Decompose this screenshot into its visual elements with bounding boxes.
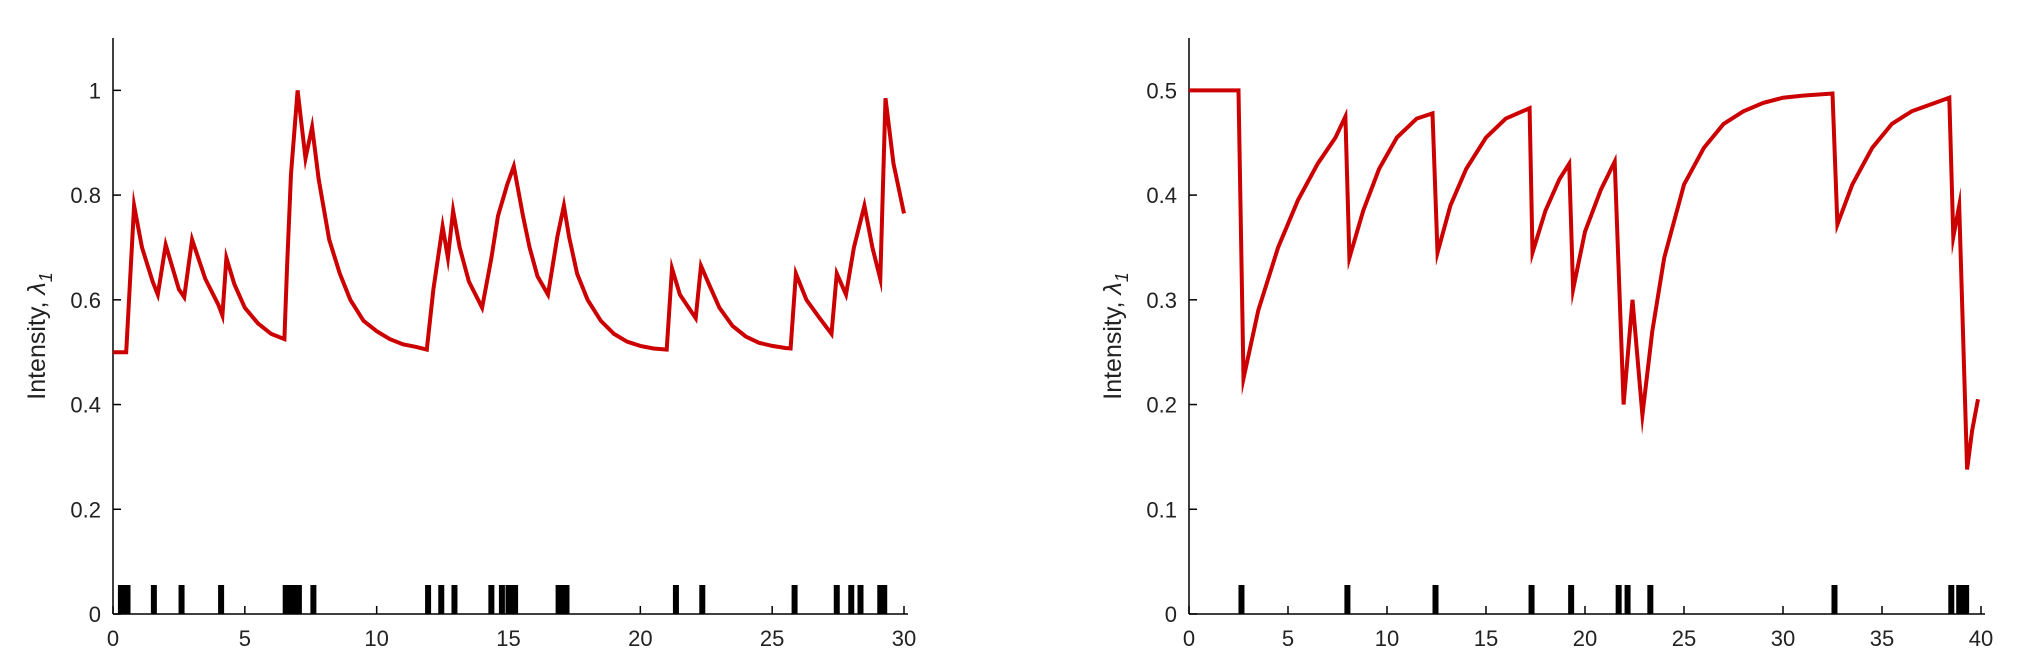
event-mark — [310, 585, 317, 614]
event-mark — [488, 585, 495, 614]
x-tick-label: 30 — [1771, 626, 1795, 651]
y-tick-label: 0.1 — [1146, 497, 1177, 522]
x-tick-label: 25 — [1672, 626, 1696, 651]
event-mark — [150, 585, 157, 614]
x-tick-label: 0 — [107, 626, 119, 651]
x-tick-label: 5 — [239, 626, 251, 651]
event-mark — [881, 585, 888, 614]
x-tick-label: 20 — [1573, 626, 1597, 651]
event-mark — [857, 585, 864, 614]
event-mark — [791, 585, 798, 614]
event-mark — [291, 585, 298, 614]
y-tick-label: 1 — [89, 78, 101, 103]
event-mark — [672, 585, 679, 614]
event-mark — [218, 585, 225, 614]
y-tick-label: 0.4 — [70, 393, 101, 418]
event-mark — [124, 585, 131, 614]
event-mark — [563, 585, 570, 614]
y-axis-label-text: Intensity, — [23, 295, 51, 400]
event-mark — [1956, 585, 1963, 614]
x-tick-label: 20 — [628, 626, 652, 651]
x-tick-label: 35 — [1870, 626, 1894, 651]
event-mark — [1568, 585, 1575, 614]
y-tick-label: 0.8 — [70, 183, 101, 208]
x-tick-label: 15 — [496, 626, 520, 651]
event-mark — [877, 585, 884, 614]
intensity-series-line — [113, 90, 906, 355]
event-mark — [1647, 585, 1654, 614]
event-mark — [498, 585, 505, 614]
event-mark — [425, 585, 432, 614]
x-tick-label: 10 — [364, 626, 388, 651]
y-tick-label: 0.2 — [70, 497, 101, 522]
event-mark — [559, 585, 566, 614]
y-tick-label: 0.3 — [1146, 288, 1177, 313]
chart-right: 0 5 10 15 20 25 30 35 40 0 0.1 0.2 0.3 0.4 0.5 Intensit… — [1099, 38, 1993, 651]
event-mark — [282, 585, 289, 614]
event-mark — [451, 585, 458, 614]
x-tick-label: 0 — [1183, 626, 1195, 651]
y-axis-label-text: Intensity, — [1099, 295, 1127, 400]
event-mark — [1528, 585, 1535, 614]
y-axis-label: Intensity, λ1 — [23, 272, 56, 399]
y-axis-label-subscript: 1 — [1112, 272, 1132, 282]
event-mark — [178, 585, 185, 614]
event-mark — [1948, 585, 1955, 614]
event-mark — [1831, 585, 1838, 614]
intensity-series-line — [1189, 88, 1980, 470]
y-tick-label: 0 — [89, 602, 101, 627]
event-mark — [848, 585, 855, 614]
event-mark — [287, 585, 294, 614]
x-tick-label: 5 — [1282, 626, 1294, 651]
event-mark — [1963, 585, 1970, 614]
event-mark — [1615, 585, 1622, 614]
y-tick-label: 0.4 — [1146, 183, 1177, 208]
event-mark — [1238, 585, 1245, 614]
event-mark — [1624, 585, 1631, 614]
event-mark — [505, 585, 512, 614]
x-tick-label: 40 — [1969, 626, 1993, 651]
x-tick-label: 30 — [892, 626, 916, 651]
x-tick-label: 10 — [1375, 626, 1399, 651]
y-tick-label: 0.6 — [70, 288, 101, 313]
y-axis-label-symbol: λ — [23, 282, 51, 296]
event-mark — [1344, 585, 1351, 614]
y-axis-label: Intensity, λ1 — [1099, 272, 1132, 399]
y-tick-label: 0.5 — [1146, 78, 1177, 103]
event-mark — [295, 585, 302, 614]
x-tick-label: 15 — [1474, 626, 1498, 651]
event-mark — [699, 585, 706, 614]
event-mark — [512, 585, 519, 614]
event-mark — [833, 585, 840, 614]
event-mark — [1432, 585, 1439, 614]
x-tick-label: 25 — [760, 626, 784, 651]
y-axis-label-symbol: λ — [1099, 282, 1127, 296]
event-mark — [438, 585, 445, 614]
event-mark — [555, 585, 562, 614]
y-tick-label: 0.2 — [1146, 393, 1177, 418]
event-mark — [117, 585, 124, 614]
y-tick-label: 0 — [1165, 602, 1177, 627]
y-axis-label-subscript: 1 — [36, 272, 56, 282]
